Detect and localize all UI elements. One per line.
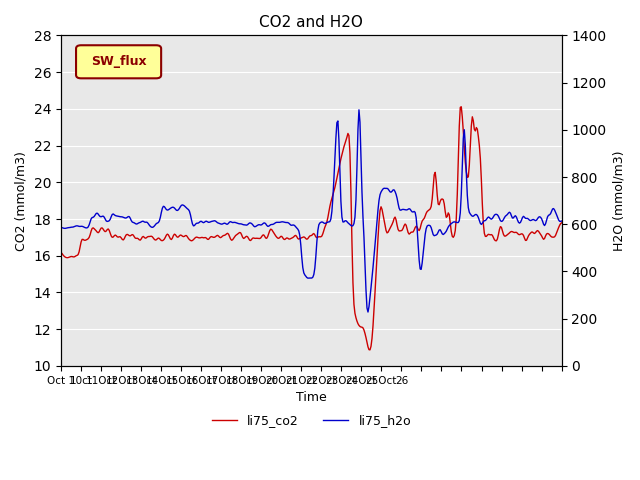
li75_co2 (458, 104, 465, 109)
li75_h2o (355, 107, 363, 113)
li75_h2o (298, 254, 306, 260)
Text: SW_flux: SW_flux (91, 55, 147, 68)
li75_co2 (295, 236, 303, 242)
li75_h2o (57, 225, 65, 230)
li75_h2o (328, 209, 336, 215)
li75_co2 (355, 323, 363, 328)
li75_co2 (470, 118, 477, 124)
li75_h2o (470, 213, 477, 219)
Y-axis label: CO2 (mmol/m3): CO2 (mmol/m3) (15, 151, 28, 251)
li75_co2 (557, 220, 565, 226)
Y-axis label: H2O (mmol/m3): H2O (mmol/m3) (612, 150, 625, 251)
Title: CO2 and H2O: CO2 and H2O (259, 15, 364, 30)
li75_h2o (295, 228, 303, 234)
li75_co2 (328, 196, 336, 202)
li75_h2o (356, 119, 364, 125)
Line: li75_co2: li75_co2 (61, 107, 561, 350)
li75_co2 (57, 250, 65, 255)
li75_h2o (548, 208, 556, 214)
X-axis label: Time: Time (296, 391, 326, 404)
Line: li75_h2o: li75_h2o (61, 110, 561, 312)
li75_h2o (557, 218, 565, 224)
Legend: li75_co2, li75_h2o: li75_co2, li75_h2o (207, 409, 416, 432)
li75_h2o (364, 309, 372, 315)
FancyBboxPatch shape (76, 45, 161, 78)
li75_co2 (548, 234, 556, 240)
li75_co2 (298, 235, 306, 240)
li75_co2 (366, 347, 374, 353)
